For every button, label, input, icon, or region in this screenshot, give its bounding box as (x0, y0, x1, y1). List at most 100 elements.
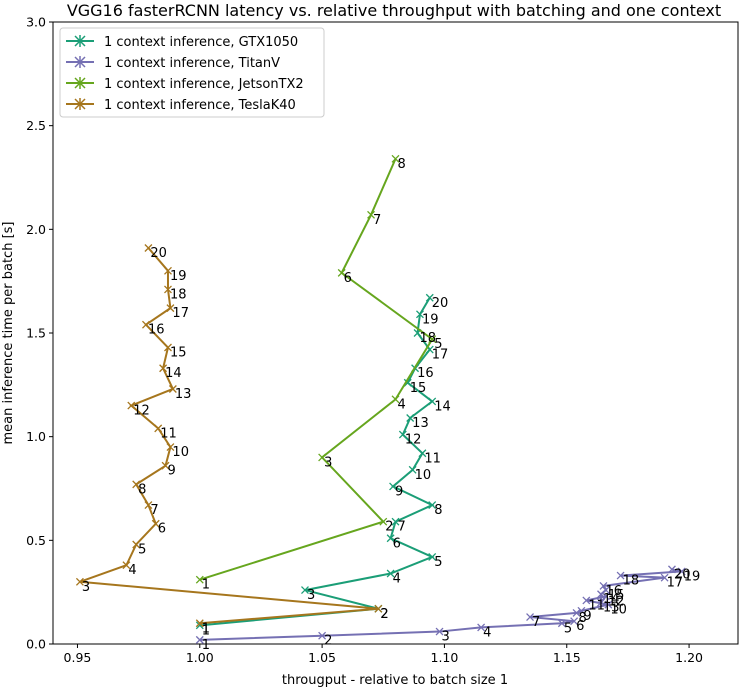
data-point-label: 9 (583, 609, 591, 624)
legend-item: 1 context inference, TeslaK40 (66, 98, 296, 113)
data-point-label: 3 (307, 588, 315, 603)
y-tick-label: 2.5 (26, 118, 46, 133)
legend-marker-icon (74, 35, 86, 47)
y-tick-label: 1.5 (26, 326, 46, 341)
data-point-label: 1 (202, 638, 210, 653)
data-point-label: 10 (172, 445, 189, 460)
data-point-label: 2 (324, 634, 332, 649)
data-point-label: 8 (434, 503, 442, 518)
data-point-label: 11 (588, 598, 605, 613)
data-point (132, 480, 141, 489)
data-point (379, 517, 388, 526)
data-point (195, 635, 204, 644)
x-tick-label: 0.95 (64, 650, 92, 665)
data-point-label: 3 (82, 580, 90, 595)
data-point-label: 4 (128, 563, 136, 578)
legend-frame (59, 27, 325, 118)
data-point-label: 4 (483, 625, 491, 640)
y-tick-label: 2.0 (26, 222, 46, 237)
data-point (577, 606, 586, 615)
series-layer (75, 154, 686, 644)
data-point (161, 461, 170, 470)
x-tick-label: 1.05 (308, 650, 336, 665)
data-point (604, 600, 613, 609)
data-point-label: 3 (442, 630, 450, 645)
legend-item: 1 context inference, JetsonTX2 (66, 77, 304, 92)
data-point (526, 613, 535, 622)
data-point-label: 9 (395, 484, 403, 499)
data-point-label: 17 (432, 348, 449, 363)
data-point (428, 501, 437, 510)
x-axis-ticks: 0.95 1.00 1.05 1.10 1.15 1.20 (64, 644, 703, 665)
legend-label: 1 context inference, GTX1050 (104, 35, 298, 50)
data-point (318, 453, 327, 462)
data-point-label: 5 (434, 337, 442, 352)
legend-marker-icon (74, 77, 86, 89)
data-point-label: 17 (172, 306, 189, 321)
legend-label: 1 context inference, TeslaK40 (104, 98, 296, 113)
series-1 (195, 293, 437, 630)
series-line (199, 158, 434, 581)
data-point-label: 20 (432, 296, 449, 311)
series-2 (195, 565, 686, 644)
data-point (386, 569, 395, 578)
data-point-label: 14 (603, 592, 620, 607)
data-point (132, 540, 141, 549)
data-point (572, 608, 581, 617)
data-point (597, 598, 605, 607)
data-point (403, 378, 412, 387)
data-point-label: 18 (623, 574, 640, 589)
data-point-label: 20 (674, 567, 691, 582)
data-point (391, 517, 400, 526)
data-point-label: 20 (150, 246, 167, 261)
data-point (391, 395, 400, 404)
data-point (389, 482, 398, 491)
data-point (599, 581, 608, 590)
data-point-label: 18 (420, 331, 437, 346)
data-point (75, 577, 84, 586)
data-point (318, 631, 327, 640)
data-point-label: 9 (168, 464, 176, 479)
data-point (398, 430, 407, 439)
legend-marker-icon (74, 56, 86, 68)
data-point (195, 575, 204, 584)
y-tick-label: 0.0 (26, 637, 46, 652)
data-point (144, 501, 153, 510)
data-point-label: 10 (610, 603, 627, 618)
data-point (166, 304, 175, 313)
data-point-label: 15 (170, 346, 187, 361)
data-point-label: 11 (160, 426, 177, 441)
chart-title: VGG16 fasterRCNN latency vs. relative th… (67, 1, 721, 20)
series-line (79, 247, 379, 625)
series-line (199, 568, 682, 641)
data-point-label: 16 (417, 366, 434, 381)
data-point-label: 11 (424, 451, 441, 466)
data-point (616, 571, 625, 580)
data-point-label: 6 (344, 271, 352, 286)
data-point (570, 617, 579, 626)
y-axis-label: mean inference time per batch [s] (1, 222, 16, 445)
data-point-label: 18 (170, 287, 187, 302)
data-point-label: 5 (138, 542, 146, 557)
data-point (164, 343, 172, 352)
data-point-label: 4 (393, 572, 401, 587)
data-point (122, 561, 131, 570)
data-point (164, 285, 172, 294)
data-point-label: 13 (175, 387, 192, 402)
data-point (374, 604, 383, 613)
data-point-label: 7 (150, 503, 158, 518)
data-point-label: 8 (138, 482, 146, 497)
data-point (601, 586, 610, 595)
legend-label: 1 context inference, JetsonTX2 (104, 77, 304, 92)
data-point-label: 12 (405, 433, 422, 448)
data-point (144, 244, 153, 252)
data-point-label: 10 (415, 468, 432, 483)
data-point (386, 534, 395, 543)
data-point (406, 414, 415, 422)
data-point (601, 592, 610, 601)
data-point-label: 2 (385, 520, 393, 535)
data-point-label: 4 (398, 397, 406, 412)
series-3 (195, 154, 437, 584)
